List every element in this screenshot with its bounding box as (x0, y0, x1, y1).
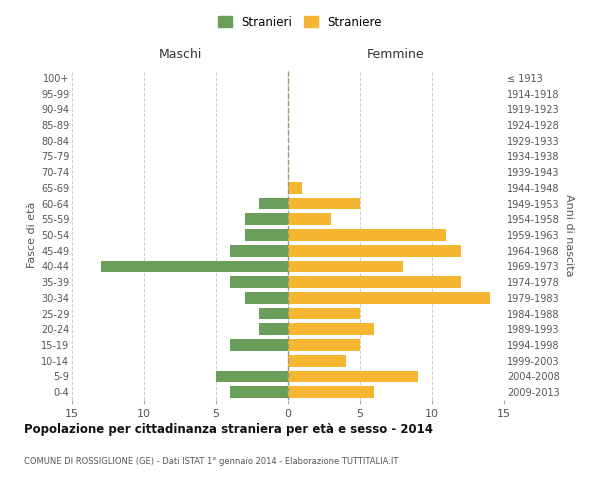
Bar (288, 339, 360, 351)
Text: Popolazione per cittadinanza straniera per età e sesso - 2014: Popolazione per cittadinanza straniera p… (24, 422, 433, 436)
Bar (230, 339, 288, 351)
Bar (288, 355, 346, 366)
Text: Maschi: Maschi (158, 48, 202, 60)
Bar (216, 370, 288, 382)
Y-axis label: Fasce di età: Fasce di età (26, 202, 37, 268)
Bar (288, 386, 374, 398)
Bar (288, 198, 360, 209)
Bar (288, 308, 360, 320)
Bar (259, 324, 288, 335)
Bar (259, 308, 288, 320)
Bar (245, 229, 288, 241)
Bar (288, 245, 461, 256)
Bar (288, 276, 461, 288)
Bar (288, 370, 418, 382)
Bar (245, 292, 288, 304)
Bar (259, 198, 288, 209)
Text: COMUNE DI ROSSIGLIONE (GE) - Dati ISTAT 1° gennaio 2014 - Elaborazione TUTTITALI: COMUNE DI ROSSIGLIONE (GE) - Dati ISTAT … (24, 458, 398, 466)
Bar (288, 229, 446, 241)
Legend: Stranieri, Straniere: Stranieri, Straniere (213, 11, 387, 34)
Bar (230, 276, 288, 288)
Y-axis label: Anni di nascita: Anni di nascita (563, 194, 574, 276)
Text: Femmine: Femmine (367, 48, 425, 60)
Bar (288, 292, 490, 304)
Bar (288, 324, 374, 335)
Bar (230, 386, 288, 398)
Bar (288, 214, 331, 225)
Bar (101, 260, 288, 272)
Bar (245, 214, 288, 225)
Bar (288, 182, 302, 194)
Bar (230, 245, 288, 256)
Bar (288, 260, 403, 272)
